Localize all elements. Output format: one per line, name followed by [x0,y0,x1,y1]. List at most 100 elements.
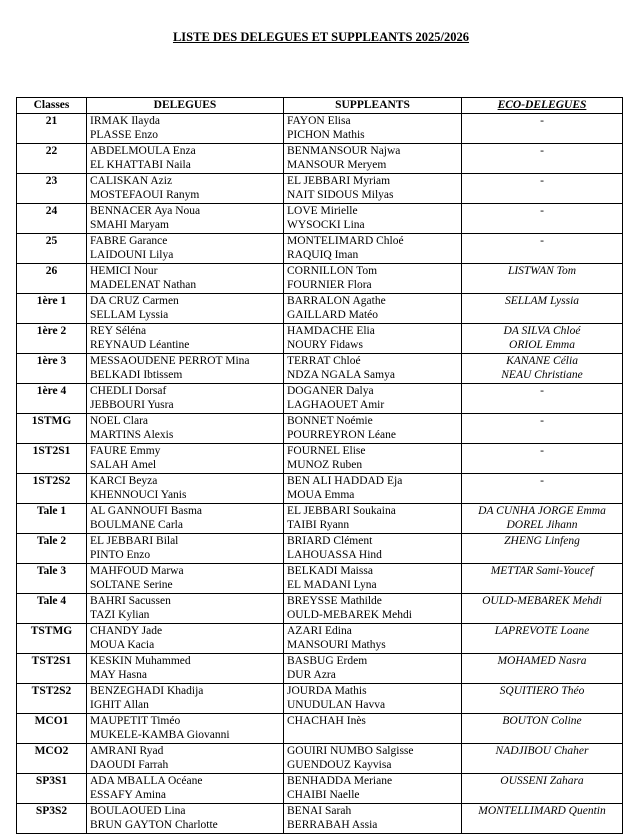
eco-delegate-cell: - [461,412,623,444]
delegate-cell: DA CRUZ Carmen SELLAM Lyssia [86,292,284,324]
delegate: MARTINS Alexis [90,429,174,441]
substitute: NAIT SIDOUS Milyas [287,189,394,201]
substitute: GUENDOUZ Kayvisa [287,759,392,771]
delegate: BOULMANE Carla [90,519,183,531]
table-row: 1ère 3 MESSAOUDENE PERROT Mina BELKADI Ibt… [16,352,623,384]
substitute: NDZA NGALA Samya [287,369,395,381]
substitute-cell: JOURDA Mathis UNUDULAN Havva [283,682,462,714]
substitute: MUNOZ Ruben [287,459,363,471]
substitute: CHACHAH Inès [287,714,366,727]
substitute: HAMDACHE Elia [287,324,375,337]
eco-delegate: - [540,174,544,187]
eco-delegate-cell: - [461,472,623,504]
delegate: EL KHATTABI Naila [90,159,191,171]
substitute: GAILLARD Matéo [287,309,379,321]
delegate: CHANDY Jade [90,624,163,637]
eco-delegate: LAPREVOTE Loane [494,624,590,637]
substitute-cell: AZARI Edina MANSOURI Mathys [283,622,462,654]
eco-delegate: - [540,234,544,247]
table-row: MCO1 MAUPETIT Timéo MUKELE-KAMBA Giovanni C… [16,712,623,744]
class-cell: Tale 1 [16,502,87,534]
class-cell: 25 [16,232,87,264]
table-row: 21 IRMAK Ilayda PLASSE Enzo FAYON Elisa PICH… [16,112,623,144]
eco-delegate: DA CUNHA JORGE Emma [478,504,606,517]
class-cell: MCO1 [16,712,87,744]
table-row: SP3S1 ADA MBALLA Océane ESSAFY Amina BENHAD… [16,772,623,804]
delegate: BRUN GAYTON Charlotte [90,819,218,831]
delegate: CALISKAN Aziz [90,174,173,187]
substitute: WYSOCKI Lina [287,219,365,231]
eco-delegate: MOHAMED Nasra [497,654,587,667]
substitute-cell: BENHADDA Meriane CHAIBI Naelle [283,772,462,804]
header-cell: DELEGUES [86,97,284,114]
delegate-cell: CHEDLI Dorsaf JEBBOURI Yusra [86,382,284,414]
substitute: TAIBI Ryann [287,519,350,531]
substitute: BENHADDA Meriane [287,774,393,787]
delegate-cell: MAHFOUD Marwa SOLTANE Serine [86,562,284,594]
substitute: JOURDA Mathis [287,684,367,697]
delegate: AL GANNOUFI Basma [90,504,203,517]
class-cell: 24 [16,202,87,234]
delegate: REY Séléna [90,324,147,337]
table-row: 25 FABRE Garance LAIDOUNI Lilya MONTELIMARD… [16,232,623,264]
class-cell: TST2S1 [16,652,87,684]
table-row: SP3S2 BOULAOUED Lina BRUN GAYTON Charlotte… [16,802,623,834]
delegate-cell: KARCI Beyza KHENNOUCI Yanis [86,472,284,504]
eco-delegate-cell: BOUTON Coline [461,712,623,744]
substitute: BARRALON Agathe [287,294,386,307]
substitute: GOUIRI NUMBO Salgisse [287,744,414,757]
table-row: Tale 1 AL GANNOUFI Basma BOULMANE Carla EL … [16,502,623,534]
delegate: MOSTEFAOUI Ranym [90,189,200,201]
substitute-cell: HAMDACHE Elia NOURY Fidaws [283,322,462,354]
table-row: 1ère 1 DA CRUZ Carmen SELLAM Lyssia BARRALO… [16,292,623,324]
substitute: MANSOURI Mathys [287,639,386,651]
eco-delegate-cell: DA CUNHA JORGE Emma DOREL Jihann [461,502,623,534]
class-cell: TST2S2 [16,682,87,714]
substitute-cell: MONTELIMARD Chloé RAQUIQ Iman [283,232,462,264]
substitute: RAQUIQ Iman [287,249,359,261]
table-row: Tale 2 EL JEBBARI Bilal PINTO Enzo BRIARD C… [16,532,623,564]
substitute: CHAIBI Naelle [287,789,360,801]
substitute: BRIARD Clément [287,534,373,547]
class-cell: 22 [16,142,87,174]
delegate-cell: FABRE Garance LAIDOUNI Lilya [86,232,284,264]
eco-delegate: BOUTON Coline [502,714,582,727]
eco-delegate: SELLAM Lyssia [504,294,580,307]
eco-delegate-cell: SQUITIERO Théo [461,682,623,714]
substitute-cell: BREYSSE Mathilde OULD-MEBAREK Mehdi [283,592,462,624]
class-cell: 1ère 3 [16,352,87,384]
delegate: MUKELE-KAMBA Giovanni [90,729,230,741]
delegate: IRMAK Ilayda [90,114,160,127]
eco-delegate-cell: OULD-MEBAREK Mehdi [461,592,623,624]
delegate: SELLAM Lyssia [90,309,169,321]
delegate: TAZI Kylian [90,609,150,621]
eco-delegate: OUSSENI Zahara [500,774,584,787]
substitute-cell: LOVE Mirielle WYSOCKI Lina [283,202,462,234]
eco-delegate-cell: MONTELLIMARD Quentin [461,802,623,834]
class-cell: SP3S1 [16,772,87,804]
substitute: BEN ALI HADDAD Eja [287,474,403,487]
delegate-cell: FAURE Emmy SALAH Amel [86,442,284,474]
eco-delegate: DA SILVA Chloé [503,324,581,337]
eco-delegate-cell: MOHAMED Nasra [461,652,623,684]
substitute-cell: DOGANER Dalya LAGHAOUET Amir [283,382,462,414]
eco-delegate-cell: - [461,142,623,174]
delegate-cell: IRMAK Ilayda PLASSE Enzo [86,112,284,144]
eco-delegate: - [540,204,544,217]
class-cell: 1ère 1 [16,292,87,324]
substitute-cell: BARRALON Agathe GAILLARD Matéo [283,292,462,324]
substitute: CORNILLON Tom [287,264,378,277]
eco-delegate: SQUITIERO Théo [499,684,585,697]
substitute-cell: EL JEBBARI Soukaina TAIBI Ryann [283,502,462,534]
class-cell: Tale 3 [16,562,87,594]
eco-delegate-cell: - [461,112,623,144]
table-row: 23 CALISKAN Aziz MOSTEFAOUI Ranym EL JEBBAR… [16,172,623,204]
delegate: ABDELMOULA Enza [90,144,196,157]
substitute: FAYON Elisa [287,114,351,127]
delegate: KESKIN Muhammed [90,654,191,667]
substitute: BENMANSOUR Najwa [287,144,401,157]
substitute: BREYSSE Mathilde [287,594,382,607]
delegate: MESSAOUDENE PERROT Mina [90,354,250,367]
substitute: EL JEBBARI Myriam [287,174,391,187]
class-cell: TSTMG [16,622,87,654]
